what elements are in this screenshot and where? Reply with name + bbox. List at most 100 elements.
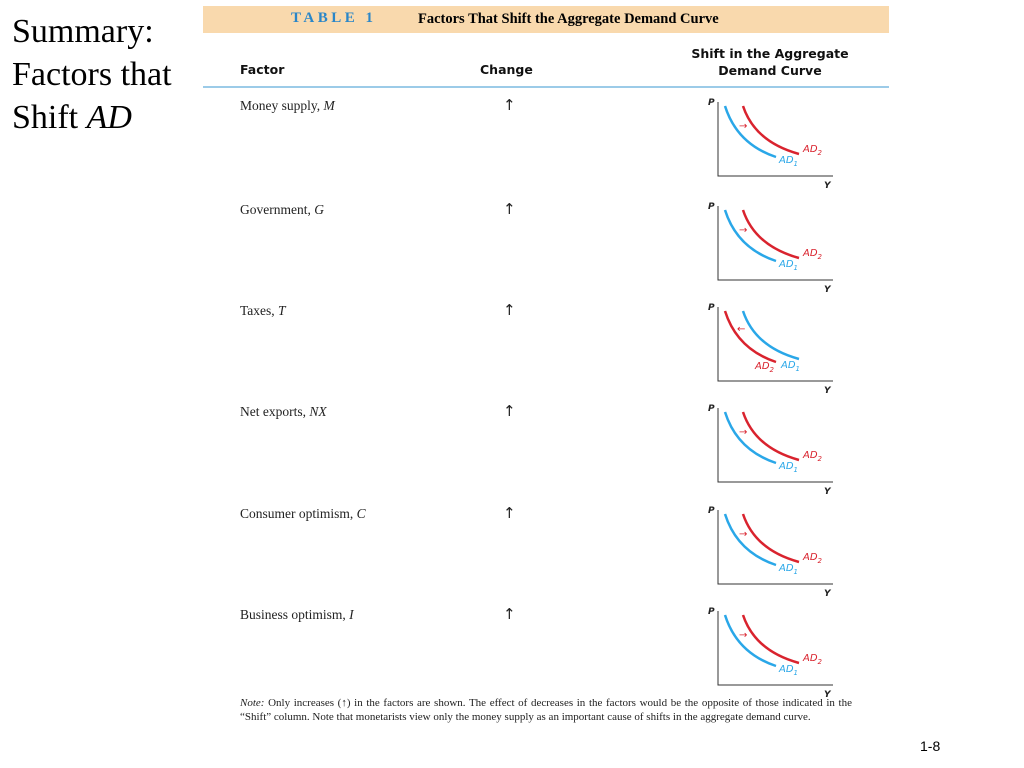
factor-name: Net exports, [240,404,310,419]
ad-shift-graph: P Y → AD2 AD1 [708,607,833,698]
change-arrow-icon: ↑ [503,200,516,218]
change-arrow-icon: ↑ [503,504,516,522]
ad2-curve [723,310,777,364]
factor-cell: Net exports, NX [240,404,327,420]
factor-name: Business optimism, [240,607,350,622]
ad-shift-graph: P Y → AD2 AD1 [708,98,833,189]
table-row: Consumer optimism, C ↑ P Y → AD2 AD1 [203,504,889,606]
p-axis-label: P [708,607,715,617]
ad2-label: AD2 [802,144,823,157]
ad2-curve [741,411,800,462]
table-caption: Factors That Shift the Aggregate Demand … [418,11,719,27]
slide-title-italic: AD [86,99,132,136]
factor-cell: Government, G [240,202,324,218]
y-axis-label: Y [824,589,832,597]
factor-name: Consumer optimism, [240,506,357,521]
factor-name: Taxes, [240,303,279,318]
p-axis-label: P [708,506,715,516]
p-axis-label: P [708,404,715,414]
factor-cell: Consumer optimism, C [240,506,366,522]
ad1-label: AD1 [778,461,798,474]
table-row: Money supply, M ↑ P Y → AD2 AD1 [203,96,889,198]
y-axis-label: Y [824,690,832,698]
graph-axes [717,206,833,281]
shift-left-arrow-icon: ← [737,324,745,335]
change-arrow-icon: ↑ [503,402,516,420]
slide-title-line-2: Factors that [12,56,172,93]
table-label: TABLE 1 [291,10,377,26]
graph-axes [717,307,833,382]
table-row: Government, G ↑ P Y → AD2 AD1 [203,200,889,302]
factors-table: TABLE 1 Factors That Shift the Aggregate… [203,6,889,746]
ad2-label: AD2 [802,552,823,565]
header-divider [203,86,889,88]
graph-axes [717,408,833,483]
ad1-curve [723,411,777,465]
factor-symbol: I [349,607,354,622]
ad2-label: AD2 [754,361,775,374]
shift-right-arrow-icon: → [739,427,747,438]
ad1-curve [723,105,777,159]
ad1-curve [723,513,777,567]
y-axis-label: Y [824,285,832,293]
ad-shift-graph: P Y → AD2 AD1 [708,404,833,495]
ad1-curve [741,310,800,361]
ad1-curve [723,614,777,668]
shift-right-arrow-icon: → [739,225,747,236]
graph-axes [717,510,833,585]
shift-right-arrow-icon: → [739,630,747,641]
graph-axes [717,611,833,686]
factor-name: Money supply, [240,98,324,113]
ad1-curve [723,209,777,263]
note-prefix: Note: [240,697,265,709]
ad1-label: AD1 [778,563,798,576]
page-number: 1-8 [920,738,941,754]
ad-shift-graph: P Y → AD2 AD1 [708,202,833,293]
ad2-curve [741,209,800,260]
factor-symbol: C [356,506,366,521]
ad-shift-graph: P Y ← AD2 AD1 [708,303,833,394]
slide-title-line-1: Summary: [12,13,154,50]
header-shift-line-2: Demand Curve [718,63,822,78]
header-change: Change [480,62,533,77]
table-row: Net exports, NX ↑ P Y → AD2 AD1 [203,402,889,504]
change-arrow-icon: ↑ [503,605,516,623]
ad1-label: AD1 [780,360,800,373]
ad2-curve [741,105,800,156]
slide-title-line-3: Shift AD [12,96,207,139]
change-arrow-icon: ↑ [503,301,516,319]
ad2-label: AD2 [802,450,823,463]
y-axis-label: Y [824,487,832,495]
ad-shift-graph: P Y → AD2 AD1 [708,506,833,597]
ad2-label: AD2 [802,653,823,666]
table-note: Note: Only increases (↑) in the factors … [240,696,852,724]
shift-right-arrow-icon: → [739,121,747,132]
y-axis-label: Y [824,386,832,394]
factor-cell: Money supply, M [240,98,335,114]
factor-symbol: NX [309,404,327,419]
ad1-label: AD1 [778,155,798,168]
factor-symbol: G [314,202,324,217]
change-arrow-icon: ↑ [503,96,516,114]
factor-cell: Taxes, T [240,303,286,319]
ad2-label: AD2 [802,248,823,261]
ad1-label: AD1 [778,664,798,677]
y-axis-label: Y [824,181,832,189]
p-axis-label: P [708,202,715,212]
header-factor: Factor [240,62,285,77]
p-axis-label: P [708,303,715,313]
graph-axes [717,102,833,177]
p-axis-label: P [708,98,715,108]
factor-symbol: T [278,303,286,318]
shift-right-arrow-icon: → [739,529,747,540]
ad2-curve [741,513,800,564]
slide-title: Summary: Factors that Shift AD [12,10,207,139]
table-row: Taxes, T ↑ P Y ← AD2 AD1 [203,301,889,403]
factor-name: Government, [240,202,315,217]
table-banner: TABLE 1 Factors That Shift the Aggregate… [203,6,889,33]
ad1-label: AD1 [778,259,798,272]
factor-cell: Business optimism, I [240,607,354,623]
header-shift: Shift in the Aggregate Demand Curve [675,45,865,79]
header-shift-line-1: Shift in the Aggregate [691,46,849,61]
factor-symbol: M [323,98,335,113]
